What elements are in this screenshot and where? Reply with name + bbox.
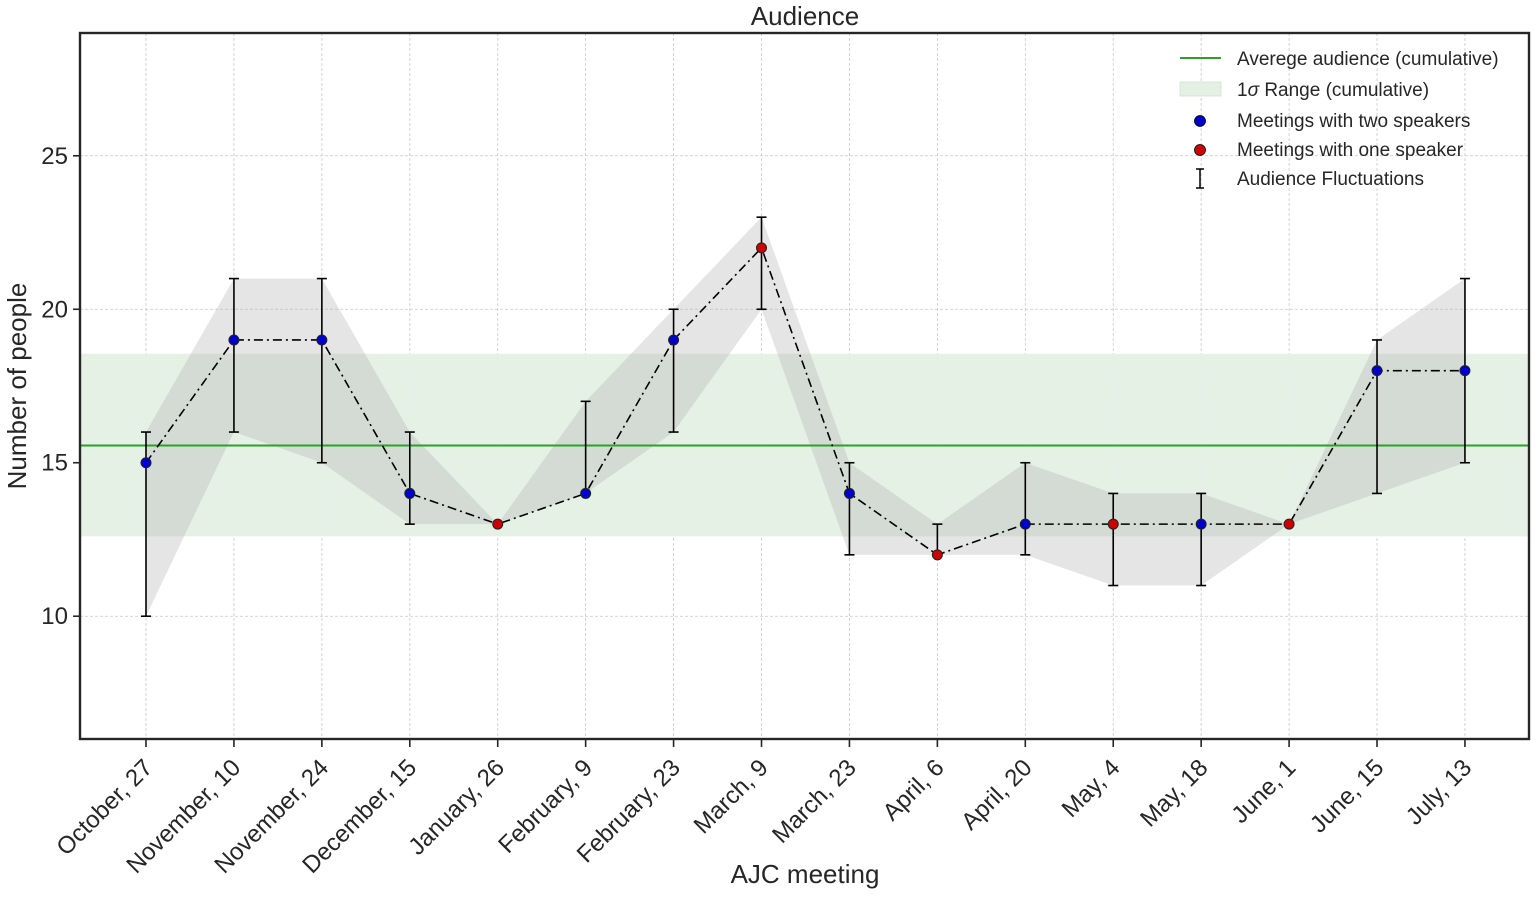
- data-point-one-speaker: [492, 518, 504, 530]
- legend-two-speakers-label: Meetings with two speakers: [1237, 111, 1470, 132]
- data-point-two-speakers: [228, 334, 240, 346]
- data-point-one-speaker: [931, 549, 943, 561]
- x-axis-label: AJC meeting: [731, 859, 880, 889]
- legend-sigma-swatch: [1179, 81, 1222, 97]
- legend-sigma-label: 1σ Range (cumulative): [1237, 80, 1429, 101]
- data-point-one-speaker: [1107, 518, 1119, 530]
- fluctuation-band: [146, 217, 1465, 617]
- y-tick-label: 20: [41, 296, 68, 323]
- y-axis-label: Number of people: [2, 283, 32, 490]
- x-tick-label: April, 20: [956, 754, 1037, 835]
- y-axis-ticks: 10 15 20 25: [41, 143, 80, 630]
- data-point-one-speaker: [756, 242, 768, 254]
- legend-two-speakers-marker: [1194, 115, 1206, 127]
- data-point-two-speakers: [1195, 518, 1207, 530]
- legend-one-speaker-marker: [1194, 144, 1206, 156]
- x-tick-label: June, 1: [1227, 754, 1302, 829]
- legend-one-speaker-label: Meetings with one speaker: [1237, 140, 1464, 161]
- data-point-two-speakers: [843, 487, 855, 499]
- legend: Averege audience (cumulative) 1σ Range (…: [1179, 49, 1499, 190]
- data-point-two-speakers: [140, 457, 152, 469]
- x-tick-label: April, 6: [878, 754, 950, 826]
- x-tick-label: March, 9: [689, 754, 774, 839]
- plot-frame: [78, 31, 1531, 741]
- fluctuation-area: [146, 217, 1465, 617]
- data-point-two-speakers: [1371, 365, 1383, 377]
- data-point-two-speakers: [1019, 518, 1031, 530]
- y-tick-label: 15: [41, 450, 68, 477]
- data-point-two-speakers: [404, 487, 416, 499]
- chart-title: Audience: [751, 1, 859, 31]
- legend-errorbar-icon: [1196, 168, 1204, 189]
- y-tick-label: 10: [41, 603, 68, 630]
- legend-errorbars-label: Audience Fluctuations: [1237, 169, 1424, 190]
- legend-sigma-prefix: 1: [1237, 80, 1248, 101]
- legend-mean-label: Averege audience (cumulative): [1237, 49, 1499, 70]
- data-point-two-speakers: [580, 487, 592, 499]
- x-tick-label: March, 23: [767, 754, 862, 849]
- x-tick-label: May, 4: [1057, 754, 1126, 823]
- x-tick-label: July, 13: [1401, 754, 1477, 830]
- audience-series-line: [145, 246, 1465, 556]
- legend-sigma-suffix: Range (cumulative): [1259, 80, 1429, 101]
- x-tick-label: May, 18: [1135, 754, 1213, 832]
- x-tick-label: January, 26: [403, 754, 510, 861]
- data-point-two-speakers: [316, 334, 328, 346]
- data-point-two-speakers: [1459, 365, 1471, 377]
- data-point-one-speaker: [1283, 518, 1295, 530]
- y-tick-label: 25: [41, 143, 68, 170]
- x-tick-label: June, 15: [1305, 754, 1389, 838]
- data-points: [140, 242, 1471, 561]
- legend-sigma-symbol: σ: [1248, 80, 1261, 101]
- data-point-two-speakers: [668, 334, 680, 346]
- audience-polyline: [145, 246, 1465, 556]
